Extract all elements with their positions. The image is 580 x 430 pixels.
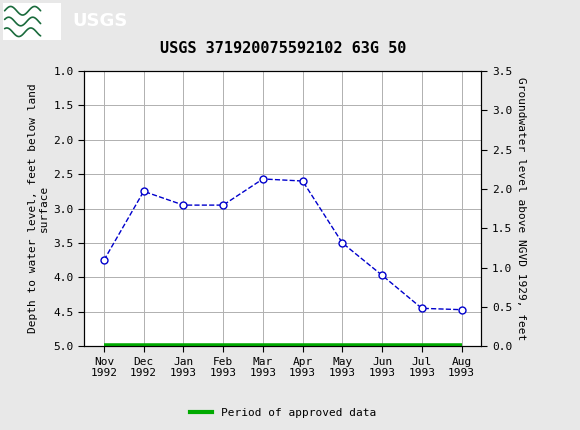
Text: USGS: USGS (72, 12, 128, 31)
Y-axis label: Groundwater level above NGVD 1929, feet: Groundwater level above NGVD 1929, feet (516, 77, 526, 340)
Legend: Period of approved data: Period of approved data (185, 403, 380, 422)
Y-axis label: Depth to water level, feet below land
surface: Depth to water level, feet below land su… (28, 84, 49, 333)
Text: USGS 371920075592102 63G 50: USGS 371920075592102 63G 50 (160, 41, 406, 56)
Bar (3, 3, 61, 40)
